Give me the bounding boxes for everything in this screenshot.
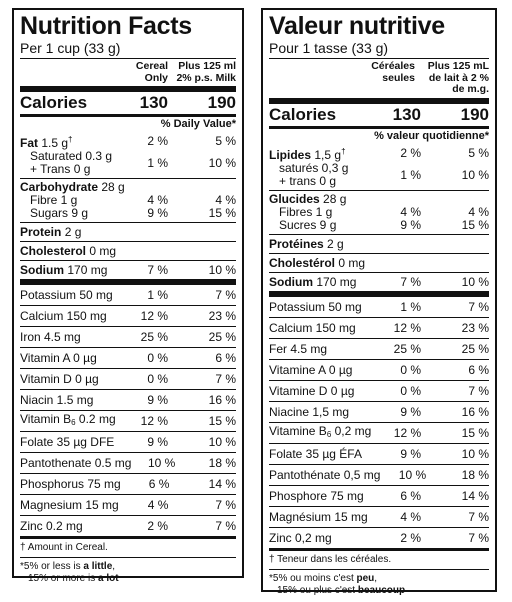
micro-row: Niacin 1.5 mg 9 % 16 % [20,393,236,407]
cholesterol-row: Cholesterol 0 mg [20,244,117,258]
micro-row: Calcium 150 mg 12 % 23 % [269,320,489,335]
nutrition-facts-panel-en: Nutrition Facts Per 1 cup (33 g) Cereal O… [12,8,244,584]
micro-row: Vitamine A 0 µg 0 % 6 % [269,362,489,377]
micro-row: Phosphore 75 mg 6 % 14 % [269,488,489,503]
micro-row: Folate 35 µg DFE 9 % 10 % [20,435,236,449]
column-header-cereal: Cereal Only [135,60,168,84]
micro-row: Folate 35 µg ÉFA 9 % 10 % [269,446,489,461]
daily-value-header: % valeur quotidienne* [374,129,489,142]
micro-row: Niacine 1,5 mg 9 % 16 % [269,404,489,419]
panel-title: Valeur nutritive [269,12,445,40]
column-header-milk: Plus 125 ml 2% p.s. Milk [176,60,236,84]
micro-row: Vitamine B6 0,2 mg 12 % 15 % [269,423,489,440]
micro-row: Potassium 50 mg 1 % 7 % [269,299,489,314]
serving-size: Per 1 cup (33 g) [20,40,121,56]
daily-value-note: *5% or less is a little, 15% or more is … [20,561,119,584]
micro-row: Vitamin D 0 µg 0 % 7 % [20,372,236,386]
micro-row: Potassium 50 mg 1 % 7 % [20,288,236,302]
fat-group: Lipides 1,5 g† 2 % 5 % saturés 0,3 g + tra… [269,145,489,188]
column-header-cereal: Céréales seules [371,60,415,84]
protein-row: Protéines 2 g [269,236,344,251]
micro-row: Vitamin B6 0.2 mg 12 % 15 % [20,412,236,428]
daily-value-header: % Daily Value* [160,118,236,130]
cholesterol-row: Cholestérol 0 mg [269,255,366,270]
micro-row: Magnésium 15 mg 4 % 7 % [269,509,489,524]
calories-row: Calories 130 190 [20,93,236,112]
serving-size: Pour 1 tasse (33 g) [269,40,389,56]
micro-row: Calcium 150 mg 12 % 23 % [20,309,236,323]
micro-row: Phosphorus 75 mg 6 % 14 % [20,477,236,491]
micro-row: Pantothénate 0,5 mg 10 % 18 % [269,467,489,482]
micro-row: Zinc 0.2 mg 2 % 7 % [20,519,236,533]
panel-title: Nutrition Facts [20,12,192,40]
daily-value-note: *5% ou moins c'est peu, 15% ou plus c'es… [269,572,406,596]
micro-row: Fer 4.5 mg 25 % 25 % [269,341,489,356]
micro-row: Vitamin A 0 µg 0 % 6 % [20,351,236,365]
micronutrient-list: Potassium 50 mg 1 % 7 % Calcium 150 mg 12 %… [269,297,489,548]
protein-row: Protein 2 g [20,225,82,239]
amount-footnote: † Amount in Cereal. [20,542,108,553]
column-headers: Céréales seules Plus 125 mL de lait à 2 % d… [269,59,489,98]
micronutrient-list: Potassium 50 mg 1 % 7 % Calcium 150 mg 12 %… [20,285,236,536]
column-header-milk: Plus 125 mL de lait à 2 % de m.g. [427,60,489,95]
micro-row: Zinc 0,2 mg 2 % 7 % [269,530,489,545]
micro-row: Iron 4.5 mg 25 % 25 % [20,330,236,344]
amount-footnote: † Teneur dans les céréales. [269,553,392,565]
calories-row: Calories 130 190 [269,104,489,124]
fat-group: Fat 1.5 g† 2 % 5 % Saturated 0.3 g + Trans… [20,134,236,176]
micro-row: Vitamine D 0 µg 0 % 7 % [269,383,489,398]
micro-row: Pantothenate 0.5 mg 10 % 18 % [20,456,236,470]
sodium-row: Sodium 170 mg 7 % 10 % [20,263,236,277]
nutrition-facts-panel-fr: Valeur nutritive Pour 1 tasse (33 g) Cér… [261,8,497,596]
sodium-row: Sodium 170 mg 7 % 10 % [269,274,489,289]
micro-row: Magnesium 15 mg 4 % 7 % [20,498,236,512]
column-headers: Cereal Only Plus 125 ml 2% p.s. Milk [20,59,236,86]
